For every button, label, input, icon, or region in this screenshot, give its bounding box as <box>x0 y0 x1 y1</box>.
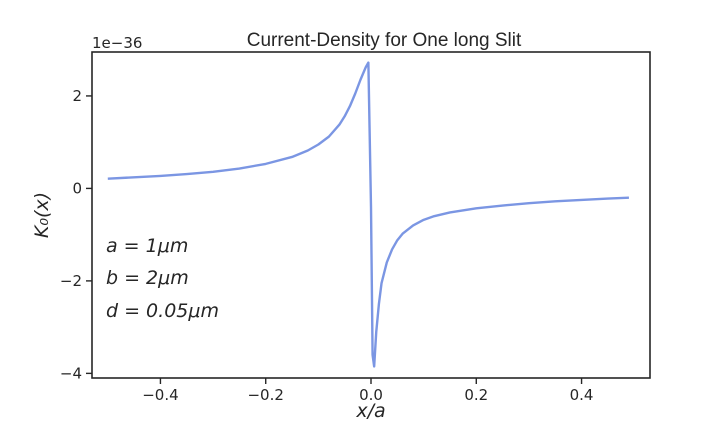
chart-title: Current-Density for One long Slit <box>247 30 522 51</box>
annotation-d: d = 0.05μm <box>106 300 219 322</box>
y-tick-label: 0 <box>72 179 82 197</box>
x-tick-label: 0.2 <box>464 386 488 404</box>
x-tick-label: 0.4 <box>570 386 594 404</box>
plot-frame <box>91 51 651 379</box>
y-tick-label: −4 <box>60 364 82 382</box>
x-axis-label: x/a <box>355 400 385 422</box>
annotation-b: b = 2μm <box>106 267 189 289</box>
y-tick-label: −2 <box>60 272 82 290</box>
x-ticks: −0.4 −0.2 0.0 0.2 0.4 <box>142 378 593 404</box>
y-tick-label: 2 <box>72 87 82 105</box>
series-layer <box>107 61 629 368</box>
x-tick-label: 0.0 <box>359 386 383 404</box>
y-offset-text: 1e−36 <box>92 34 142 52</box>
series-line <box>107 61 629 368</box>
annotation-block: a = 1μm b = 2μm d = 0.05μm <box>106 235 219 322</box>
x-tick-label: −0.4 <box>142 386 178 404</box>
y-ticks: −4 −2 0 2 <box>60 87 92 382</box>
y-axis-label: K₀(x) <box>31 192 53 238</box>
annotation-a: a = 1μm <box>106 235 188 257</box>
x-tick-label: −0.2 <box>247 386 283 404</box>
